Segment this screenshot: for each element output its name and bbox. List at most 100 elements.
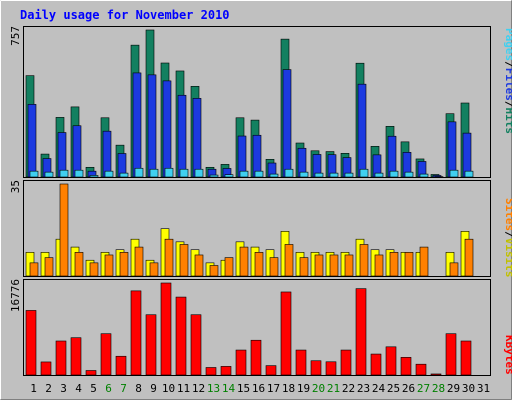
bar-kbytes-day-8 <box>130 290 142 376</box>
kbytes-panel: 16776 <box>9 279 491 376</box>
bar-sites-day-14 <box>224 257 234 277</box>
bar-kbytes-day-3 <box>55 340 67 376</box>
bar-files-day-1 <box>27 104 37 178</box>
bar-pages-day-3 <box>59 169 69 178</box>
panel-max-label-hits: 757 <box>9 26 22 46</box>
bar-sites-day-17 <box>269 257 279 277</box>
bar-pages-day-16 <box>254 170 264 178</box>
x-tick-label-day-12: 12 <box>192 382 205 395</box>
bar-pages-day-11 <box>179 168 189 178</box>
bar-kbytes-day-28 <box>430 373 442 376</box>
bar-sites-day-22 <box>344 254 354 277</box>
bar-kbytes-day-5 <box>85 370 97 376</box>
bar-kbytes-day-16 <box>250 339 262 376</box>
bar-sites-day-19 <box>299 257 309 277</box>
graph-title: Daily usage for November 2010 <box>20 8 230 22</box>
x-tick-label-day-30: 30 <box>462 382 475 395</box>
bar-sites-day-18 <box>284 244 294 277</box>
bar-pages-day-4 <box>74 169 84 178</box>
bar-sites-day-20 <box>314 254 324 277</box>
legend-hits: Hits <box>503 108 512 135</box>
bar-kbytes-day-27 <box>415 363 427 376</box>
bar-sites-day-24 <box>374 254 384 277</box>
legend-sites: Sites <box>503 198 512 231</box>
bar-kbytes-day-4 <box>70 337 82 376</box>
bar-pages-day-30 <box>464 170 474 178</box>
panel-frame-middle <box>23 180 491 277</box>
x-tick-label-day-19: 19 <box>297 382 310 395</box>
bar-files-day-29 <box>447 121 457 178</box>
bar-files-day-11 <box>177 94 187 178</box>
bar-pages-day-6 <box>104 170 114 178</box>
x-tick-label-day-5: 5 <box>90 382 97 395</box>
bar-sites-day-3 <box>59 183 69 277</box>
x-tick-label-day-18: 18 <box>282 382 295 395</box>
bar-pages-day-1 <box>29 170 39 178</box>
bar-kbytes-day-11 <box>175 296 187 376</box>
bar-files-day-4 <box>72 125 82 178</box>
bar-files-day-6 <box>102 130 112 178</box>
bar-pages-day-12 <box>194 168 204 178</box>
x-tick-label-day-10: 10 <box>162 382 175 395</box>
bar-pages-day-2 <box>44 171 54 178</box>
bar-sites-day-9 <box>149 262 159 277</box>
x-axis-labels: 1 2 3 4 5 6 7 8 9 10 11 12 13 14 15 16 17 18 19 20 21 22 23 24 2… <box>30 382 490 395</box>
bar-kbytes-day-26 <box>400 357 412 376</box>
bar-pages-day-5 <box>89 175 99 178</box>
bar-kbytes-day-1 <box>25 310 37 376</box>
panel-frame-bottom <box>23 279 491 376</box>
x-tick-label-day-17: 17 <box>267 382 280 395</box>
bar-pages-day-18 <box>284 168 294 178</box>
bar-sites-day-29 <box>449 262 459 277</box>
bar-sites-day-4 <box>74 252 84 277</box>
bar-sites-day-5 <box>89 262 99 277</box>
legend-pages: Pages <box>503 28 512 61</box>
bar-sites-day-11 <box>179 244 189 277</box>
bar-files-day-23 <box>357 83 367 178</box>
bar-sites-day-6 <box>104 254 114 277</box>
bar-files-day-8 <box>132 72 142 178</box>
bar-files-day-12 <box>192 98 202 178</box>
bar-files-day-18 <box>282 69 292 178</box>
bar-pages-day-25 <box>389 170 399 178</box>
bar-sites-day-26 <box>404 252 414 277</box>
bar-pages-day-27 <box>419 173 429 178</box>
bar-pages-day-29 <box>449 169 459 178</box>
legend-hits-files-pages: Pages/Files/Hits <box>503 28 512 134</box>
x-tick-label-day-6: 6 <box>105 382 112 395</box>
bar-kbytes-day-23 <box>355 288 367 376</box>
x-tick-label-day-13: 13 <box>207 382 220 395</box>
x-tick-label-day-7: 7 <box>120 382 127 395</box>
bar-kbytes-day-18 <box>280 291 292 376</box>
bar-kbytes-day-2 <box>40 361 52 376</box>
bar-kbytes-day-22 <box>340 349 352 376</box>
bar-kbytes-day-21 <box>325 361 337 376</box>
legend-kbytes-label: KBytes <box>503 335 512 375</box>
x-tick-label-day-23: 23 <box>357 382 370 395</box>
x-tick-label-day-16: 16 <box>252 382 265 395</box>
visits-sites-panel: 35 <box>9 180 491 277</box>
bar-sites-day-13 <box>209 265 219 277</box>
svg-text:Pages/Files/Hits: Pages/Files/Hits <box>503 28 512 134</box>
bar-sites-day-30 <box>464 238 474 277</box>
x-tick-label-day-4: 4 <box>75 382 82 395</box>
bar-pages-day-14 <box>224 174 234 178</box>
bar-sites-day-2 <box>44 257 54 277</box>
bar-pages-day-13 <box>209 174 219 178</box>
bar-kbytes-day-12 <box>190 314 202 376</box>
bar-sites-day-8 <box>134 246 144 277</box>
bar-sites-day-23 <box>359 244 369 277</box>
legend-kbytes: KBytes <box>503 335 512 375</box>
bar-pages-day-26 <box>404 171 414 178</box>
x-tick-label-day-24: 24 <box>372 382 386 395</box>
bar-pages-day-17 <box>269 173 279 178</box>
x-tick-label-day-1: 1 <box>30 382 37 395</box>
legend-separator: / <box>503 61 512 68</box>
x-tick-label-day-20: 20 <box>312 382 325 395</box>
svg-text:Sites/Visits: Sites/Visits <box>503 198 512 278</box>
bar-files-day-15 <box>237 135 247 178</box>
x-tick-label-day-2: 2 <box>45 382 52 395</box>
bar-sites-day-12 <box>194 254 204 277</box>
